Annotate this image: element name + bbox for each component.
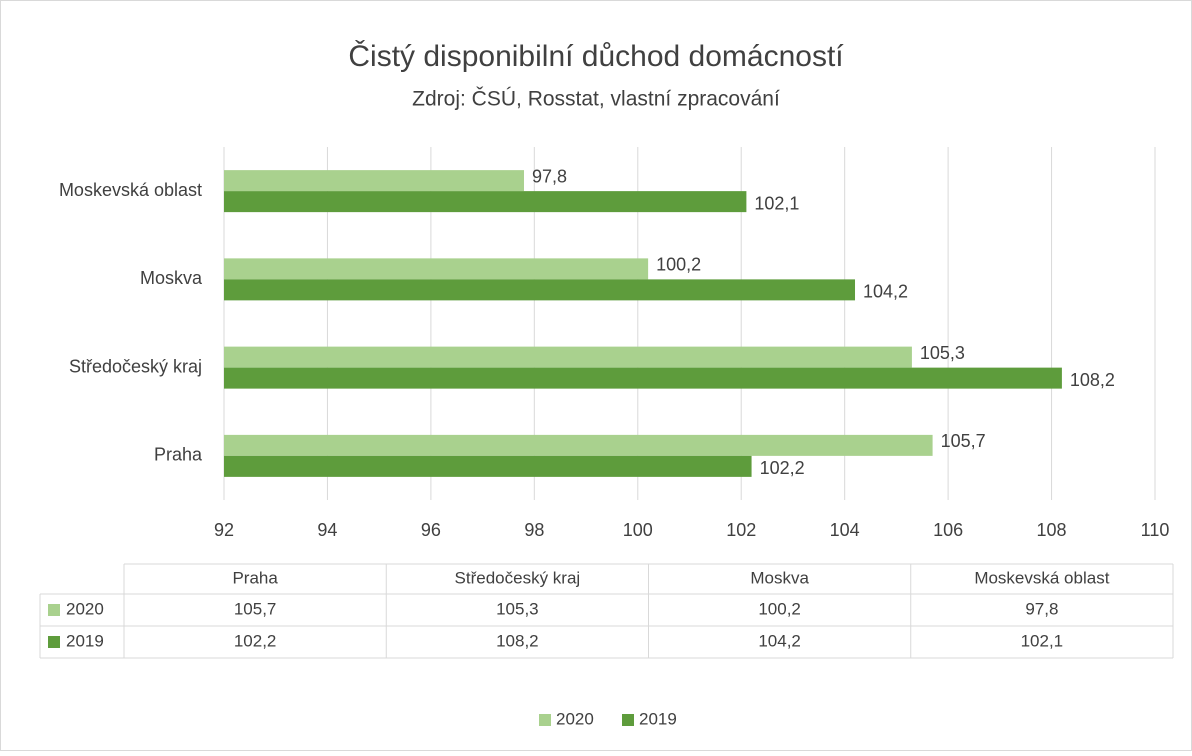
table-header: Moskva <box>750 568 809 587</box>
table-cell: 102,1 <box>1021 631 1064 650</box>
data-label: 97,8 <box>532 166 567 186</box>
table-header: Moskevská oblast <box>974 568 1109 587</box>
data-label: 102,2 <box>760 458 805 478</box>
bar <box>224 367 1062 389</box>
data-label: 105,3 <box>920 343 965 363</box>
x-tick-label: 106 <box>933 520 963 540</box>
bar <box>224 191 747 213</box>
table-cell: 102,2 <box>234 631 277 650</box>
legend-key <box>539 714 551 726</box>
x-tick-label: 104 <box>830 520 860 540</box>
table-header: Středočeský kraj <box>455 568 581 587</box>
data-label: 108,2 <box>1070 370 1115 390</box>
data-label: 102,1 <box>754 193 799 213</box>
legend-label: 2019 <box>639 709 677 728</box>
table-legend-key <box>48 604 60 616</box>
x-tick-label: 96 <box>421 520 441 540</box>
table-cell: 108,2 <box>496 631 539 650</box>
chart-title: Čistý disponibilní důchod domácností <box>348 39 844 73</box>
y-tick-label: Středočeský kraj <box>69 356 202 376</box>
data-label: 105,7 <box>941 431 986 451</box>
data-label: 104,2 <box>863 282 908 302</box>
x-tick-label: 92 <box>214 520 234 540</box>
legend-label: 2020 <box>556 709 594 728</box>
y-tick-label: Moskva <box>140 268 203 288</box>
x-tick-label: 98 <box>524 520 544 540</box>
y-tick-label: Praha <box>154 445 203 465</box>
table-cell: 100,2 <box>758 599 801 618</box>
table-header: Praha <box>232 568 278 587</box>
bar <box>224 434 933 456</box>
table-cell: 97,8 <box>1025 599 1058 618</box>
table-cell: 105,3 <box>496 599 539 618</box>
x-tick-label: 94 <box>317 520 337 540</box>
table-cell: 104,2 <box>758 631 801 650</box>
table-cell: 105,7 <box>234 599 277 618</box>
bar <box>224 279 856 301</box>
chart-subtitle: Zdroj: ČSÚ, Rosstat, vlastní zpracování <box>412 88 780 111</box>
data-label: 100,2 <box>656 255 701 275</box>
x-tick-label: 110 <box>1141 520 1170 540</box>
y-tick-label: Moskevská oblast <box>59 180 202 200</box>
bar <box>224 170 524 192</box>
bar <box>224 455 752 477</box>
x-tick-label: 100 <box>623 520 653 540</box>
x-tick-label: 108 <box>1037 520 1067 540</box>
table-legend-key <box>48 636 60 648</box>
table-series-name: 2020 <box>66 599 104 618</box>
bar <box>224 258 649 280</box>
x-tick-label: 102 <box>726 520 756 540</box>
bar <box>224 346 912 368</box>
legend-key <box>622 714 634 726</box>
table-series-name: 2019 <box>66 631 104 650</box>
